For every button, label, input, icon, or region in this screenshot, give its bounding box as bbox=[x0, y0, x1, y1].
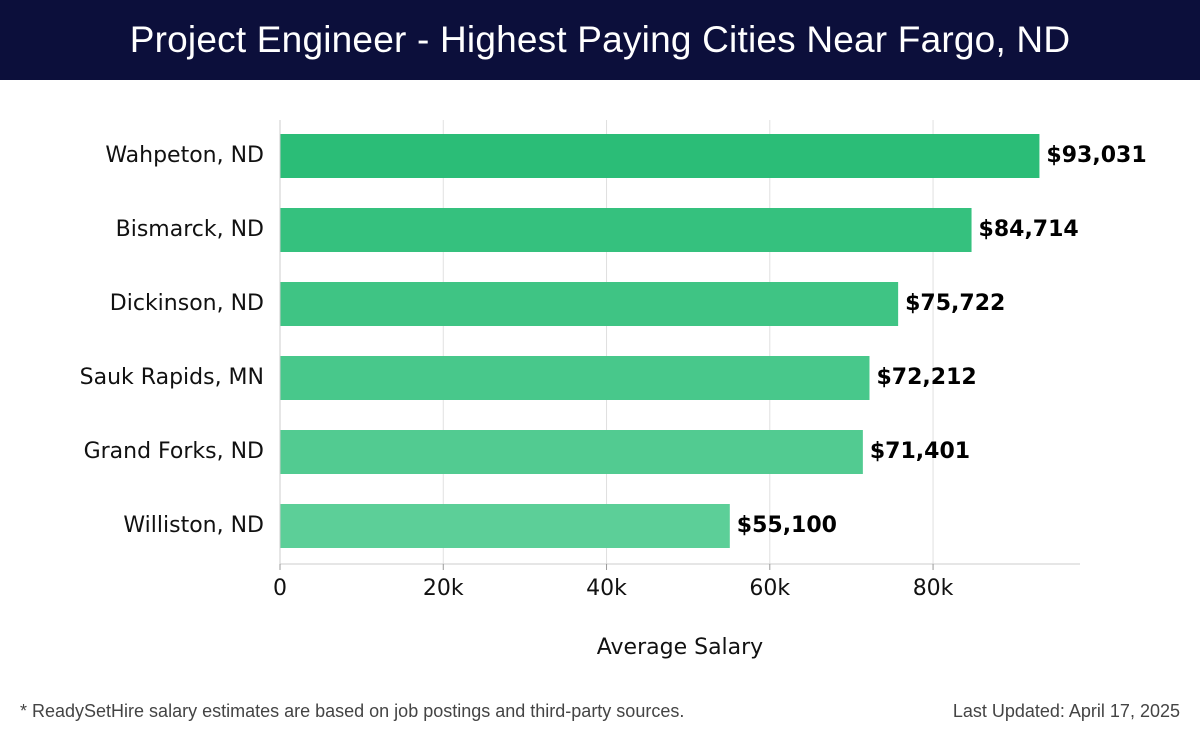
bar-chart: Wahpeton, ND $93,031 Bismarck, ND $84,714 Di… bbox=[80, 120, 1147, 660]
category-label: Bismarck, ND bbox=[116, 217, 264, 242]
value-label: $75,722 bbox=[905, 291, 1005, 316]
value-label: $93,031 bbox=[1046, 143, 1146, 168]
x-axis-title: Average Salary bbox=[597, 635, 763, 660]
bar bbox=[280, 356, 870, 400]
bar bbox=[280, 134, 1040, 178]
x-tick-label: 60k bbox=[749, 576, 790, 601]
bar bbox=[280, 504, 730, 548]
value-label: $72,212 bbox=[876, 365, 976, 390]
source-note: * ReadySetHire salary estimates are base… bbox=[20, 701, 685, 721]
value-label: $55,100 bbox=[737, 513, 837, 538]
category-label: Grand Forks, ND bbox=[84, 439, 264, 464]
x-tick-label: 20k bbox=[423, 576, 464, 601]
bar bbox=[280, 208, 972, 252]
category-label: Sauk Rapids, MN bbox=[80, 365, 264, 390]
value-label: $84,714 bbox=[979, 217, 1079, 242]
category-label: Williston, ND bbox=[123, 513, 264, 538]
last-updated: Last Updated: April 17, 2025 bbox=[952, 701, 1180, 721]
bar bbox=[280, 282, 899, 326]
category-label: Wahpeton, ND bbox=[105, 143, 264, 168]
category-label: Dickinson, ND bbox=[110, 291, 264, 316]
x-tick-label: 0 bbox=[273, 576, 287, 601]
bar bbox=[280, 430, 863, 474]
x-tick-label: 40k bbox=[586, 576, 627, 601]
value-label: $71,401 bbox=[870, 439, 970, 464]
chart-title: Project Engineer - Highest Paying Cities… bbox=[129, 19, 1071, 60]
x-tick-label: 80k bbox=[913, 576, 954, 601]
chart-header: Project Engineer - Highest Paying Cities… bbox=[0, 0, 1200, 80]
